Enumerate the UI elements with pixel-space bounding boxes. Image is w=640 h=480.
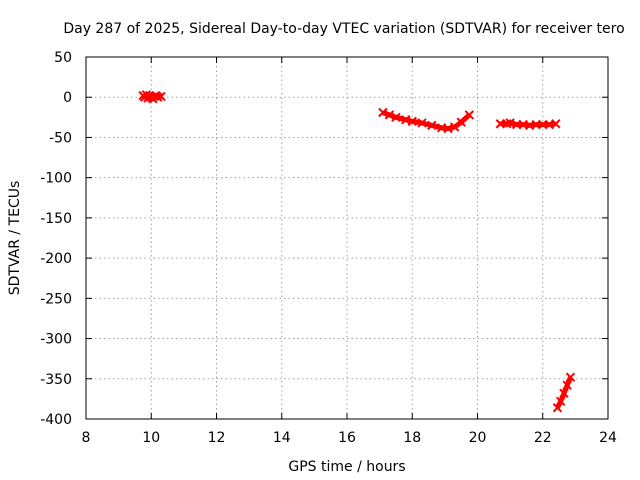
y-tick-labels: 50 0 -50 -100 -150 -200 -250 -300 -350 -400 xyxy=(40,50,72,428)
data-point xyxy=(443,123,453,134)
y-tick-label: -200 xyxy=(40,251,72,267)
data-point xyxy=(562,380,572,390)
y-axis-label: SDTVAR / TECUs xyxy=(7,181,23,296)
x-tick-label: 20 xyxy=(469,430,487,446)
y-tick-label: -150 xyxy=(40,211,72,227)
data-point xyxy=(417,118,427,128)
data-point xyxy=(505,118,515,128)
x-tick-label: 22 xyxy=(534,430,552,446)
plot-frame xyxy=(85,56,609,420)
y-tick-label: 0 xyxy=(63,90,72,106)
chart-title: Day 287 of 2025, Sidereal Day-to-day VTE… xyxy=(63,21,624,37)
y-tick-label: -100 xyxy=(40,171,72,187)
y-tick-label: -400 xyxy=(40,412,72,428)
data-point xyxy=(407,116,417,127)
data-point xyxy=(384,110,395,120)
data-layer xyxy=(138,90,576,413)
x-tick-label: 24 xyxy=(599,430,617,446)
data-point xyxy=(378,107,388,118)
x-axis-label: GPS time / hours xyxy=(288,459,405,475)
data-point xyxy=(552,403,563,413)
x-tick-label: 10 xyxy=(142,430,160,446)
data-point xyxy=(464,110,475,120)
data-point xyxy=(391,112,401,123)
data-point xyxy=(544,119,554,130)
data-point xyxy=(551,119,561,129)
x-tick-label: 14 xyxy=(273,430,291,446)
y-tick-label: 50 xyxy=(54,50,72,66)
data-point xyxy=(555,396,566,407)
grid xyxy=(86,57,608,419)
data-point xyxy=(449,122,460,132)
data-point xyxy=(559,388,569,398)
data-point xyxy=(524,120,535,131)
data-point xyxy=(427,120,437,131)
x-tick-label: 18 xyxy=(403,430,421,446)
data-point xyxy=(456,117,466,127)
data-point xyxy=(156,91,166,102)
data-point xyxy=(401,115,411,125)
y-tick-label: -250 xyxy=(40,291,72,307)
data-point xyxy=(141,90,152,100)
x-tick-label: 8 xyxy=(82,430,91,446)
y-tick-label: -350 xyxy=(40,372,72,388)
x-tick-labels: 8 10 12 14 16 18 20 22 24 xyxy=(82,430,617,446)
x-tick-label: 16 xyxy=(338,430,356,446)
data-point xyxy=(565,372,576,382)
y-tick-label: -300 xyxy=(40,332,72,348)
y-tick-label: -50 xyxy=(49,130,72,146)
x-tick-label: 12 xyxy=(208,430,226,446)
